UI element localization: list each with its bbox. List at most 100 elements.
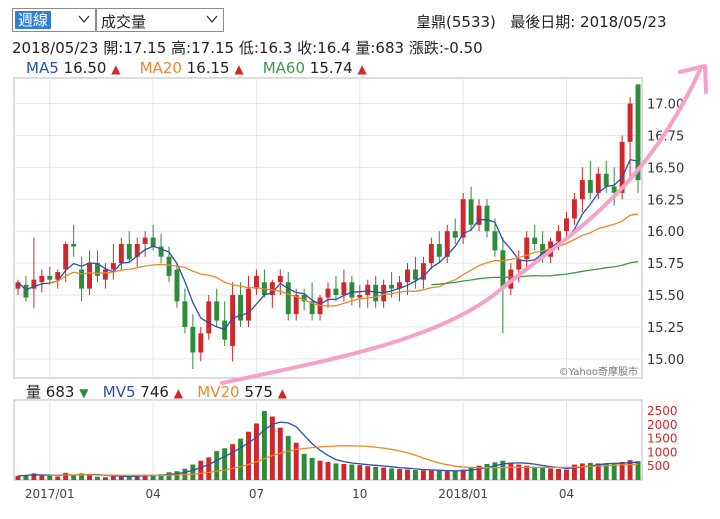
vol-legend-label: 量 <box>26 383 42 401</box>
volume-bar <box>325 462 331 480</box>
candle-body <box>405 269 410 283</box>
volume-bar <box>436 470 442 480</box>
ma20-value: 16.15 <box>186 59 230 77</box>
ma-legend: MA5 16.50 ▲ MA20 16.15 ▲ MA60 15.74 ▲ <box>26 59 367 77</box>
price-tick-label: 15.75 <box>647 257 684 272</box>
vol-label: 量: <box>355 39 376 57</box>
volume-bar <box>230 444 236 480</box>
volume-bar <box>476 465 482 480</box>
chg-value: -0.50 <box>443 39 483 57</box>
candle-body <box>492 231 498 251</box>
volume-bar <box>603 464 609 480</box>
candle-body <box>349 282 355 298</box>
candle-body <box>198 333 204 353</box>
candle-body <box>579 180 585 200</box>
volume-bar <box>381 467 387 480</box>
candle-body <box>460 199 466 238</box>
candle-body <box>238 295 244 321</box>
candle-body <box>39 275 45 283</box>
volume-bar <box>619 462 625 480</box>
candle-body <box>333 288 339 296</box>
price-tick-label: 15.50 <box>647 289 684 304</box>
candle-body <box>79 269 85 289</box>
mv5-label: MV5 <box>102 383 136 401</box>
period-select[interactable]: 週線 <box>12 8 96 32</box>
mv20-line <box>49 445 639 477</box>
volume-bar <box>349 464 355 480</box>
last-date-label: 最後日期: <box>510 13 576 31</box>
volume-bar <box>31 473 37 480</box>
x-tick-label: 07 <box>249 487 264 501</box>
volume-bar <box>635 461 641 480</box>
volume-bar <box>190 464 196 480</box>
volume-bar <box>174 471 180 480</box>
volume-bar <box>556 468 561 480</box>
candle-body <box>365 284 371 296</box>
ma20-up-icon: ▲ <box>234 62 244 76</box>
volume-bar <box>253 423 259 480</box>
candle-body <box>230 295 236 347</box>
volume-bar <box>397 468 403 480</box>
x-tick-label: 04 <box>145 487 160 501</box>
ma20-label: MA20 <box>139 59 182 77</box>
ma5-value: 16.50 <box>63 59 107 77</box>
mv20-up-icon: ▲ <box>277 386 287 400</box>
quote-date: 2018/05/23 <box>12 39 99 57</box>
volume-bar <box>269 416 275 480</box>
volume-bar <box>579 463 585 480</box>
volume-bar <box>158 474 164 480</box>
volume-bar <box>587 462 593 480</box>
mv5-up-icon: ▲ <box>173 386 183 400</box>
ma60-line <box>431 260 639 286</box>
volume-bar <box>532 466 538 480</box>
volume-bar <box>500 460 506 480</box>
trend-arrow <box>220 64 708 385</box>
candle-body <box>47 275 53 280</box>
candlesticks <box>15 84 641 370</box>
volume-bar <box>373 466 379 480</box>
volume-bar <box>412 470 418 480</box>
volume-tick-label: 1500 <box>647 432 678 446</box>
price-tick-label: 16.75 <box>647 129 684 144</box>
volume-bar <box>444 471 450 480</box>
moving-average-lines <box>17 158 639 478</box>
candle-body <box>150 237 156 247</box>
candle-body <box>476 205 482 225</box>
volume-bar <box>516 464 522 480</box>
candle-body <box>142 237 148 244</box>
candle-body <box>110 263 116 270</box>
indicator-select[interactable]: 成交量 <box>96 8 224 32</box>
candle-body <box>71 243 77 247</box>
volume-bar <box>627 460 633 480</box>
candle-body <box>23 284 29 298</box>
candle-body <box>412 269 418 280</box>
candle-body <box>206 301 212 334</box>
volume-bar <box>47 475 53 480</box>
x-tick-label: 10 <box>352 487 367 501</box>
volume-bar <box>571 464 577 480</box>
volume-bar <box>110 476 116 480</box>
volume-bar <box>564 469 569 480</box>
candle-body <box>301 295 307 302</box>
candle-body <box>253 275 259 289</box>
volume-bar <box>595 463 601 480</box>
candle-body <box>341 282 347 296</box>
candle-body <box>309 301 315 315</box>
price-tick-label: 15.00 <box>647 353 684 368</box>
volume-bar <box>301 453 307 480</box>
price-tick-label: 16.00 <box>647 225 684 240</box>
open-label: 開: <box>103 39 124 57</box>
volume-bar <box>508 462 514 480</box>
volume-bar <box>357 465 363 480</box>
volume-bar <box>87 475 92 480</box>
candle-body <box>63 243 69 270</box>
indicator-select-value: 成交量 <box>101 13 147 31</box>
volume-bar <box>261 411 267 480</box>
candle-body <box>571 199 577 219</box>
last-date: 2018/05/23 <box>580 13 667 31</box>
ma5-up-icon: ▲ <box>111 62 121 76</box>
candle-body <box>436 243 442 257</box>
watermark: ©Yahoo奇摩股市 <box>559 365 638 378</box>
candle-body <box>174 269 180 302</box>
candle-body <box>118 243 124 264</box>
